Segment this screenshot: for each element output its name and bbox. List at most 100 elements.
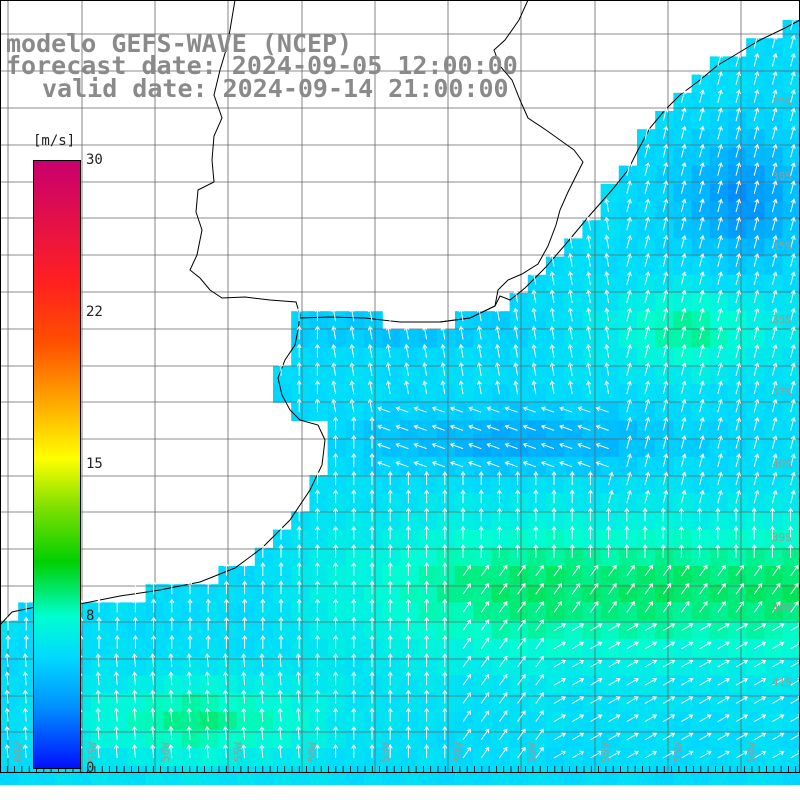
wind-arrow [681, 678, 694, 686]
wind-cell [455, 547, 474, 567]
wind-arrow [442, 689, 448, 704]
wind-arrow [790, 564, 799, 577]
wind-arrow [644, 216, 651, 231]
wind-cell [509, 311, 529, 330]
wind-cell [400, 620, 420, 640]
wind-arrow [205, 598, 211, 613]
wind-arrow [498, 564, 508, 577]
wind-arrow [662, 564, 672, 577]
wind-cell [673, 129, 693, 148]
wind-cell [618, 238, 638, 258]
wind-cell [200, 693, 219, 713]
wind-arrow [571, 564, 581, 577]
wind-cell [618, 402, 638, 421]
wind-arrow [498, 601, 508, 613]
wind-arrow [333, 634, 339, 649]
wind-cell [655, 329, 674, 349]
wind-arrow [205, 580, 211, 595]
wind-arrow [351, 452, 357, 467]
wind-arrow [680, 307, 687, 322]
title-model: modelo GEFS-WAVE (NCEP) [6, 29, 353, 58]
wind-arrow [496, 525, 502, 540]
wind-cell [473, 511, 492, 531]
wind-cell [254, 566, 274, 585]
wind-cell [273, 384, 292, 403]
wind-cell [673, 456, 693, 476]
wind-cell [345, 657, 365, 676]
wind-cell [327, 475, 347, 494]
wind-arrow [699, 380, 705, 395]
wind-cell [618, 456, 638, 476]
wind-arrow [733, 507, 739, 522]
wind-arrow [662, 641, 676, 650]
wind-cell [200, 711, 219, 731]
wind-cell [546, 547, 565, 567]
wind-arrow [551, 471, 557, 485]
wind-cell [455, 365, 474, 385]
wind-cell [200, 657, 219, 676]
wind-arrow [222, 671, 229, 686]
wind-arrow [151, 580, 157, 595]
wind-cell [709, 511, 729, 531]
wind-cell [436, 657, 456, 676]
wind-arrow [715, 507, 721, 522]
wind-cell [546, 329, 565, 349]
wind-cell [436, 584, 456, 603]
wind-arrow [769, 543, 775, 558]
wind-arrow [278, 361, 284, 376]
wind-arrow [333, 725, 339, 740]
wind-cell [382, 475, 401, 494]
wind-cell [364, 620, 383, 640]
wind-cell [291, 311, 310, 330]
wind-cell [600, 329, 620, 349]
wind-cell [782, 183, 800, 203]
wind-arrow [314, 725, 320, 740]
wind-cell [436, 620, 456, 640]
wind-cell [637, 529, 656, 549]
wind-arrow [131, 671, 138, 686]
wind-cell [782, 293, 800, 312]
wind-arrow [462, 619, 472, 631]
wind-arrow [431, 424, 445, 431]
wind-cell [527, 384, 547, 403]
wind-cell [18, 602, 37, 622]
wind-cell [236, 748, 256, 767]
wind-arrow [540, 424, 555, 431]
wind-cell [473, 438, 492, 458]
wind-arrow [333, 707, 339, 722]
wind-arrow [608, 714, 621, 723]
wind-arrow [717, 678, 730, 686]
wind-arrow [296, 398, 302, 413]
wind-arrow [517, 728, 526, 741]
wind-arrow [168, 707, 174, 722]
wind-cell [436, 420, 456, 440]
wind-speed-field [0, 20, 800, 785]
wind-arrow [771, 398, 778, 413]
wind-arrow [753, 52, 760, 67]
wind-arrow [608, 659, 621, 668]
graticule [0, 0, 800, 772]
wind-arrow [377, 461, 391, 468]
wind-cell [418, 456, 438, 476]
wind-arrow [626, 696, 639, 704]
wind-arrow [424, 653, 430, 667]
wind-arrow [771, 143, 778, 158]
wind-arrow [405, 580, 411, 595]
wind-arrow [168, 653, 174, 668]
wind-cell [582, 293, 602, 312]
wind-cell [764, 529, 784, 549]
wind-arrow [132, 634, 138, 649]
wind-arrow [790, 453, 796, 467]
wind-cell [473, 711, 492, 731]
wind-arrow [314, 489, 320, 504]
wind-arrow [387, 634, 393, 649]
wind-cell [527, 493, 547, 512]
wind-cell [382, 584, 401, 603]
wind-cell [236, 675, 256, 694]
wind-arrow [771, 344, 778, 358]
wind-arrow [644, 714, 658, 723]
wind-cell [509, 711, 529, 731]
wind-cell [618, 493, 638, 512]
wind-arrow [644, 678, 658, 686]
wind-arrow [717, 325, 723, 340]
